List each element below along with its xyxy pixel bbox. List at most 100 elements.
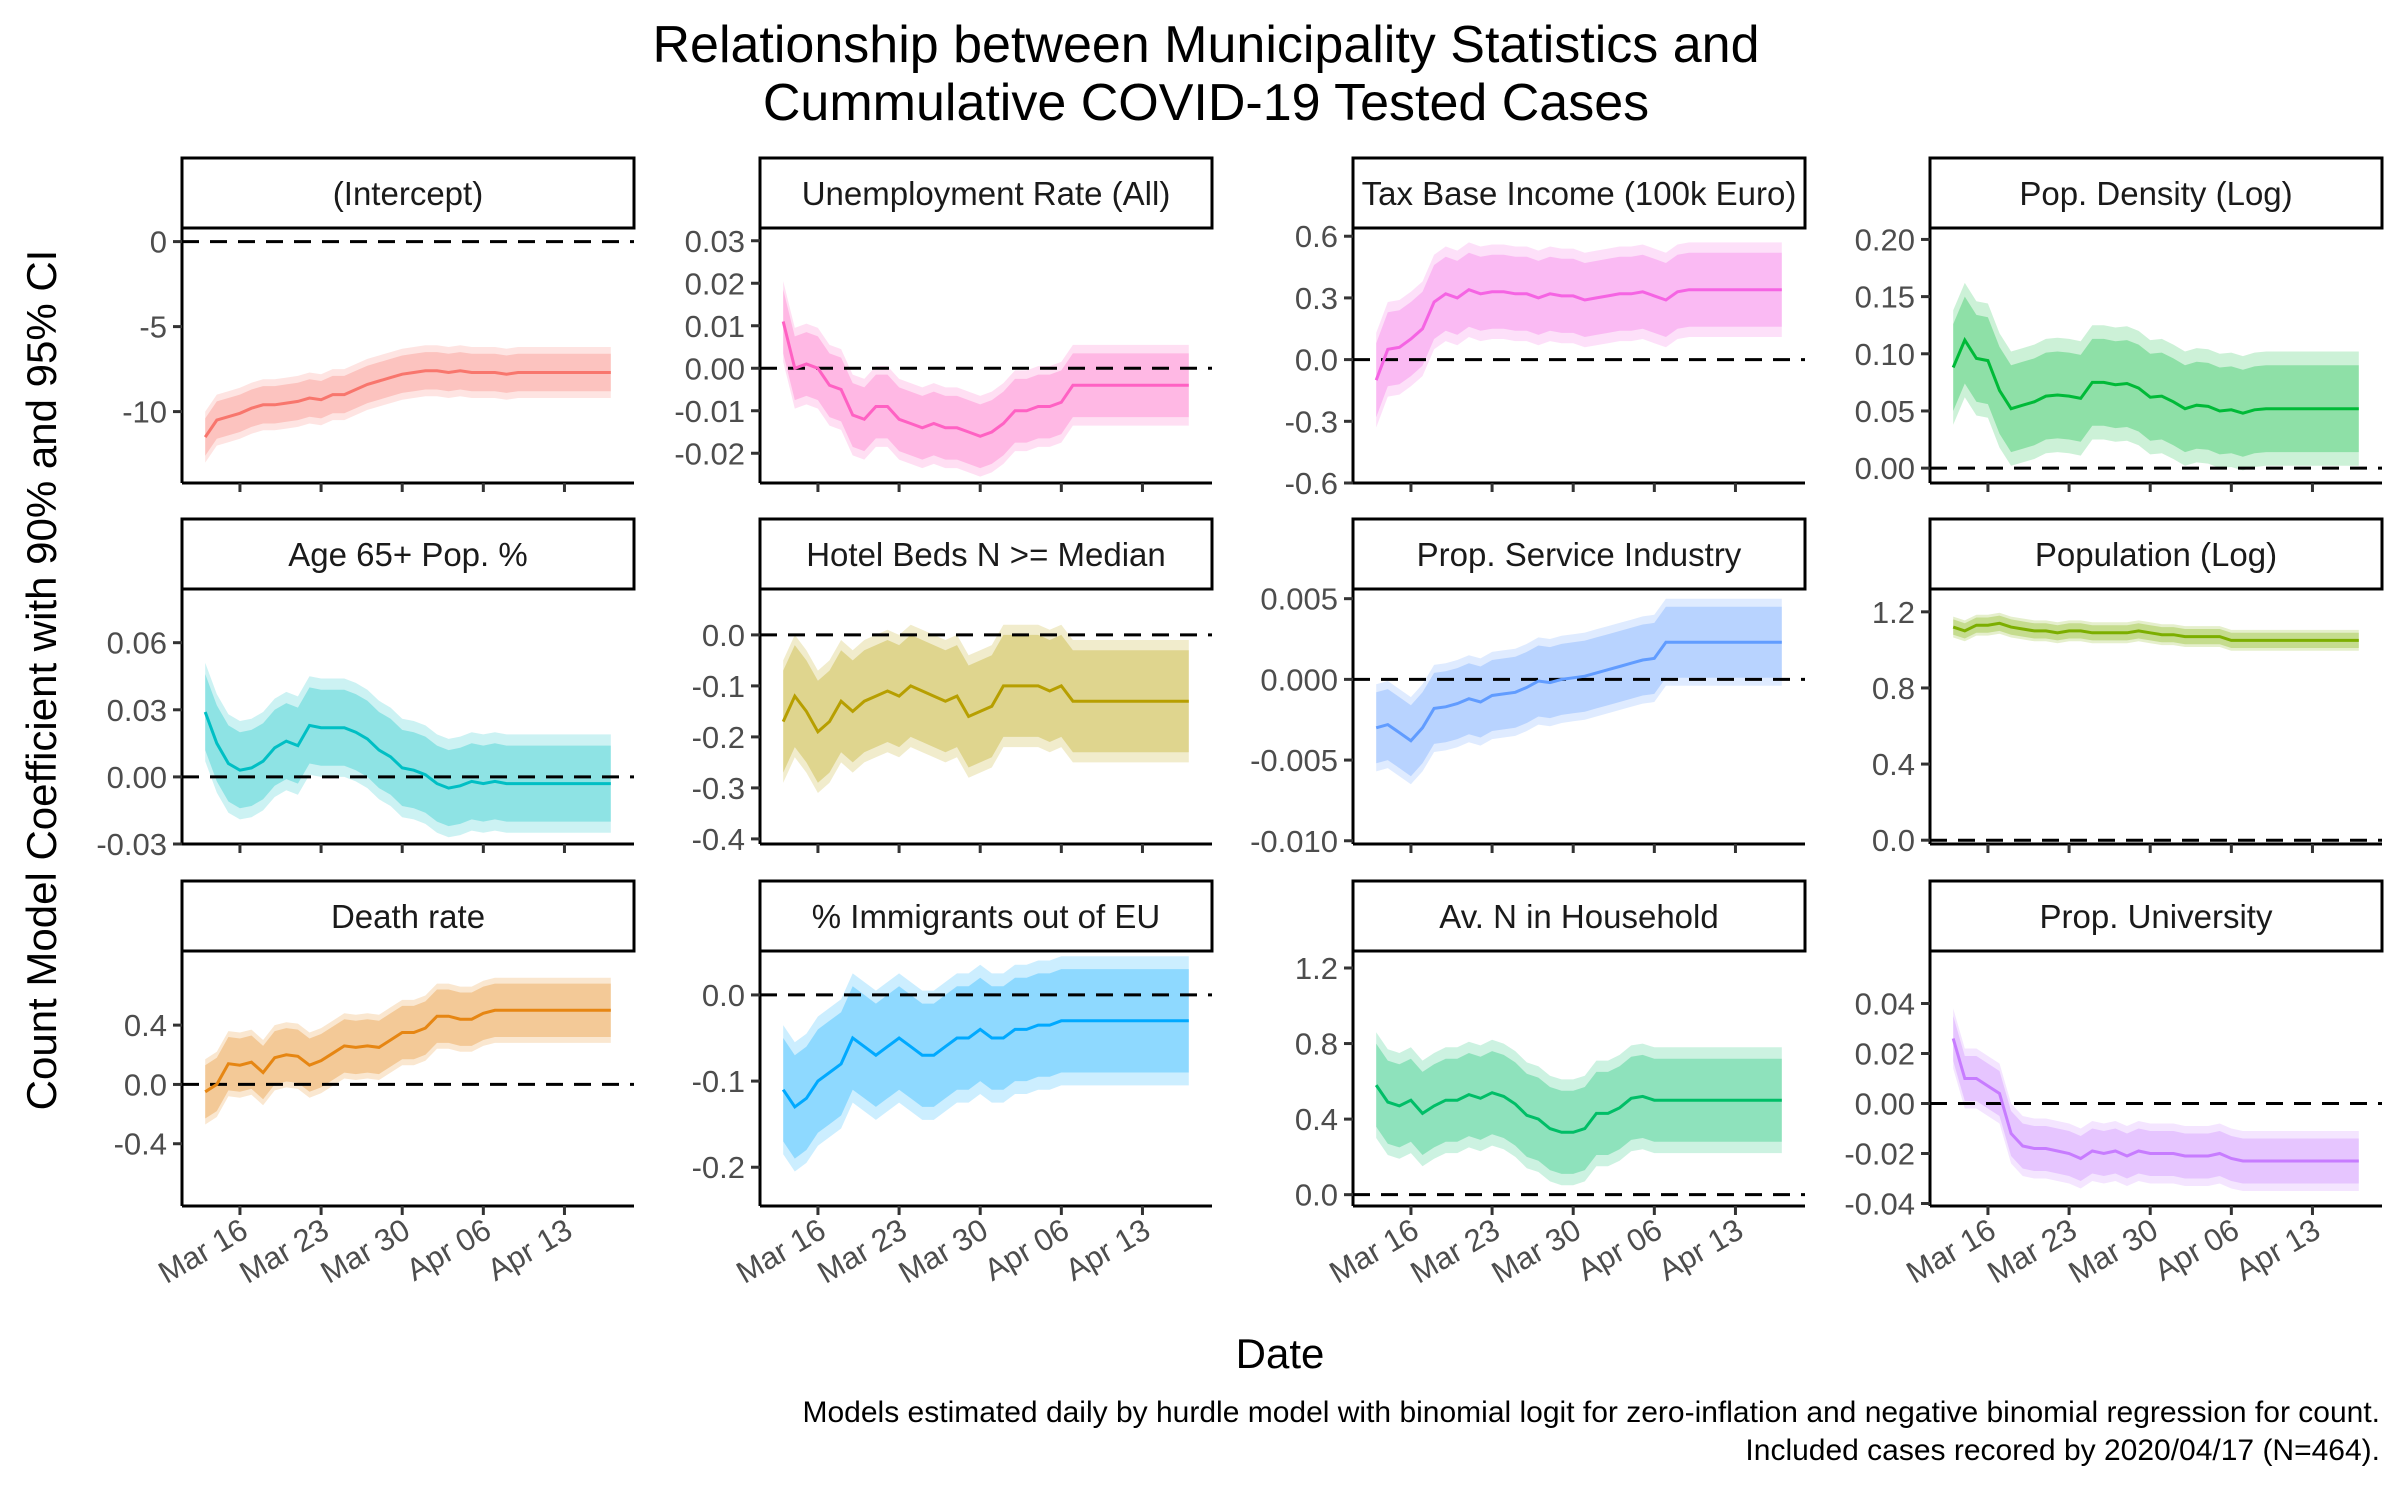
panel-prop-university-y-tick-label: 0.00 (1855, 1087, 1915, 1122)
panel-prop-service-industry-y-tick-label: 0.000 (1260, 662, 1338, 697)
panel-hotel-beds-n-median-estimate-line (781, 684, 1189, 735)
panel-unemployment-rate-all-ci90-band (783, 289, 1189, 469)
panel-av-n-in-household-x-tick-label: Apr 06 (1571, 1212, 1668, 1288)
panel-immigrants-out-of-eu-estimate-line (781, 1019, 1189, 1110)
panel-unemployment-rate-all-y-tick-label: 0.01 (685, 309, 745, 344)
panel-immigrants-out-of-eu-y-tick-label: -0.1 (692, 1064, 745, 1099)
panel-death-rate-plot-area (182, 977, 634, 1125)
panel-age-65-pop-ci95-band (205, 662, 611, 838)
panel-pop-density-log-y-tick-label: 0.15 (1855, 280, 1915, 315)
panel-age-65-pop-y-tick-label: -0.03 (96, 827, 167, 862)
panel-unemployment-rate-all-y-tick-label: -0.02 (674, 436, 745, 471)
panel-immigrants-out-of-eu-plot-area (760, 956, 1212, 1172)
panel-death-rate-y-tick-label: 0.0 (124, 1067, 167, 1102)
panel-av-n-in-household-ci95-band (1376, 1032, 1782, 1186)
panel-prop-university-strip-label: Prop. University (2040, 898, 2273, 935)
panel-av-n-in-household-x-tick-label: Mar 30 (1486, 1212, 1587, 1291)
panel-unemployment-rate-all-strip (758, 156, 1214, 230)
panel-av-n-in-household-x-tick-label: Apr 13 (1652, 1212, 1749, 1288)
panel-pop-density-log-estimate-line (1951, 336, 2359, 415)
panel-av-n-in-household-y-tick-label: 0.0 (1295, 1178, 1338, 1213)
panel-immigrants-out-of-eu-x-tick-label: Apr 06 (978, 1212, 1075, 1288)
panel-intercept-plot-area (182, 240, 634, 463)
panel-immigrants-out-of-eu-y-tick-label: 0.0 (702, 978, 745, 1013)
panel-hotel-beds-n-median-y-tick-label: -0.4 (692, 822, 745, 857)
panel-prop-university-y-tick-label: -0.04 (1844, 1187, 1915, 1222)
panel-unemployment-rate-all-plot-area (760, 281, 1212, 477)
panel-av-n-in-household-strip (1351, 879, 1807, 953)
panel-unemployment-rate-all-ci95-band (783, 281, 1189, 477)
y-axis-title: Count Model Coefficient with 90% and 95%… (18, 250, 65, 1111)
panel-population-log-y-tick-label: 1.2 (1872, 595, 1915, 630)
panel-prop-university-y-tick-label: 0.02 (1855, 1037, 1915, 1072)
panel-intercept-estimate-line (203, 369, 611, 438)
panel-prop-service-industry-strip (1351, 517, 1807, 591)
panel-pop-density-log-ci95-band (1953, 282, 2359, 471)
panel-unemployment-rate-all-y-tick-label: 0.03 (685, 224, 745, 259)
panel-death-rate-x-tick-label: Mar 30 (315, 1212, 416, 1291)
panel-unemployment-rate-all-y-tick-label: -0.01 (674, 394, 745, 429)
panel-hotel-beds-n-median-strip-label: Hotel Beds N >= Median (806, 536, 1166, 573)
panel-unemployment-rate-all-strip-label: Unemployment Rate (All) (802, 175, 1171, 212)
panel-population-log-strip-label: Population (Log) (2035, 536, 2277, 573)
panel-prop-service-industry-ci95-band (1376, 598, 1782, 785)
panel-hotel-beds-n-median: Hotel Beds N >= Median 0.0 -0.1 -0.2 -0.3 -0.… (692, 517, 1214, 857)
panel-population-log-plot-area (1930, 612, 2382, 842)
panel-intercept-y-tick-label: -10 (122, 395, 167, 430)
panel-av-n-in-household-x-tick-label: Mar 16 (1323, 1212, 1424, 1291)
panel-intercept-ci90-band (205, 352, 611, 456)
panel-prop-service-industry-y-tick-label: 0.005 (1260, 582, 1338, 617)
panel-population-log-y-tick-label: 0.4 (1872, 747, 1915, 782)
panel-hotel-beds-n-median-y-tick-label: -0.3 (692, 771, 745, 806)
panel-prop-service-industry: Prop. Service Industry 0.005 0.000 -0.005 -0… (1250, 517, 1807, 859)
panel-pop-density-log-plot-area (1930, 282, 2382, 471)
panel-pop-density-log-strip-label: Pop. Density (Log) (2019, 175, 2292, 212)
panel-immigrants-out-of-eu-strip (758, 879, 1214, 953)
chart-title-line-1: Relationship between Municipality Statis… (652, 16, 1759, 74)
panel-population-log-strip (1928, 517, 2384, 591)
panel-tax-base-income-100k-euro-estimate-line (1374, 288, 1782, 381)
panel-tax-base-income-100k-euro-y-tick-label: 0.6 (1295, 219, 1338, 254)
panel-death-rate-ci95-band (205, 977, 611, 1125)
panel-immigrants-out-of-eu-ci95-band (783, 956, 1189, 1172)
panel-prop-university-ci95-band (1953, 1008, 2359, 1191)
panel-prop-university-ci90-band (1953, 1016, 2359, 1184)
panel-hotel-beds-n-median-y-tick-label: -0.1 (692, 669, 745, 704)
panel-prop-service-industry-plot-area (1353, 598, 1805, 785)
panel-immigrants-out-of-eu-x-tick-label: Apr 13 (1059, 1212, 1156, 1288)
panel-unemployment-rate-all-y-tick-label: 0.00 (685, 351, 745, 386)
panel-av-n-in-household-y-tick-label: 0.8 (1295, 1027, 1338, 1062)
panel-death-rate-x-tick-label: Mar 16 (152, 1212, 253, 1291)
panel-death-rate-y-tick-label: -0.4 (114, 1127, 167, 1162)
panel-age-65-pop-y-tick-label: 0.00 (107, 760, 167, 795)
panel-tax-base-income-100k-euro-plot-area (1353, 242, 1805, 428)
panel-prop-university-strip (1928, 879, 2384, 953)
panel-immigrants-out-of-eu-strip-label: % Immigrants out of EU (812, 898, 1160, 935)
panel-tax-base-income-100k-euro: Tax Base Income (100k Euro) 0.6 0.3 0.0 -0.3… (1285, 156, 1807, 501)
panel-age-65-pop-strip (180, 517, 636, 591)
panel-intercept: (Intercept) 0 -5 -10 (122, 156, 636, 492)
caption-line-2: Included cases recored by 2020/04/17 (N=… (1745, 1434, 2380, 1467)
panel-intercept-strip-label: (Intercept) (333, 175, 483, 212)
panel-prop-university-y-tick-label: -0.02 (1844, 1137, 1915, 1172)
panel-immigrants-out-of-eu-x-tick-label: Mar 16 (730, 1212, 831, 1291)
panel-av-n-in-household-y-tick-label: 1.2 (1295, 951, 1338, 986)
x-axis-title: Date (1236, 1330, 1325, 1377)
panel-prop-university-y-tick-label: 0.04 (1855, 987, 1915, 1022)
panel-age-65-pop-ci90-band (205, 674, 611, 827)
panel-death-rate-estimate-line (204, 1008, 611, 1094)
panel-population-log-y-tick-label: 0.0 (1872, 823, 1915, 858)
panel-age-65-pop-strip-label: Age 65+ Pop. % (288, 536, 527, 573)
panel-prop-university-x-tick-label: Mar 16 (1900, 1212, 2001, 1291)
panel-hotel-beds-n-median-strip (758, 517, 1214, 591)
panel-tax-base-income-100k-euro-y-tick-label: 0.3 (1295, 281, 1338, 316)
panel-death-rate-x-tick-label: Apr 06 (400, 1212, 497, 1288)
panel-unemployment-rate-all-estimate-line (781, 321, 1189, 438)
chart-title-line-2: Cummulative COVID-19 Tested Cases (763, 74, 1649, 132)
panel-unemployment-rate-all: Unemployment Rate (All) 0.03 0.02 0.01 0.00 -… (674, 156, 1214, 492)
panel-age-65-pop-estimate-line (203, 711, 611, 790)
panel-death-rate-x-tick-label: Apr 13 (481, 1212, 578, 1288)
panel-av-n-in-household-x-tick-label: Mar 23 (1405, 1212, 1506, 1291)
